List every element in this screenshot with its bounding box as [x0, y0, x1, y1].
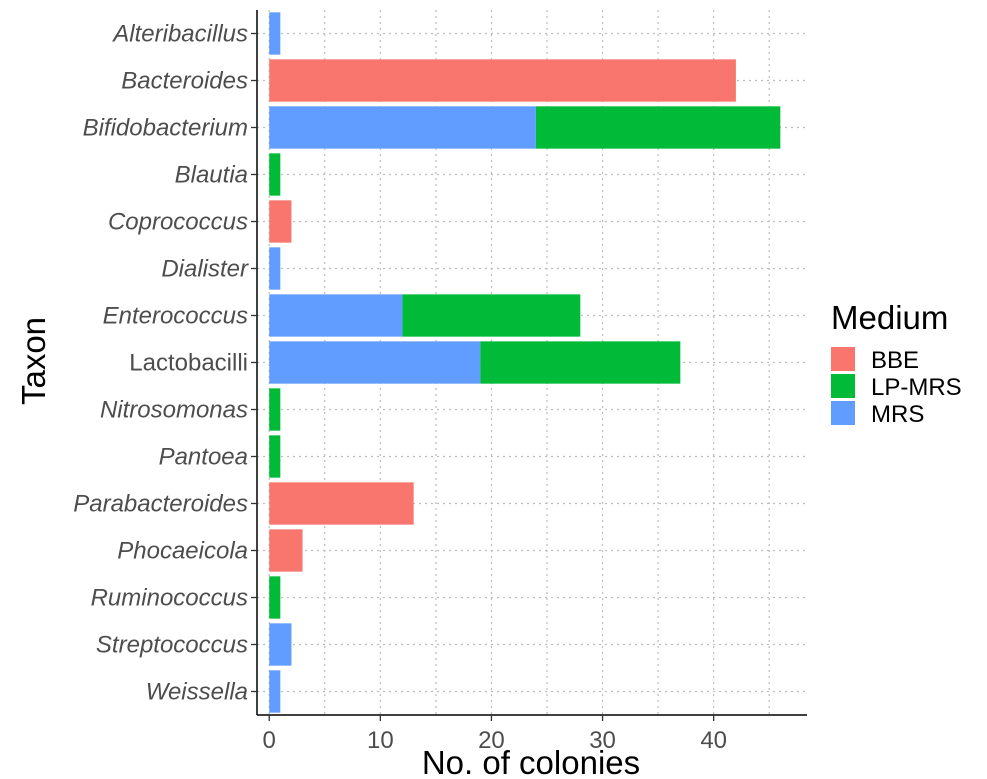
bar-lp-mrs-bifidobacterium [535, 106, 781, 149]
bar-mrs-alteribacillus [269, 12, 281, 55]
y-tick-label: Enterococcus [103, 303, 248, 330]
bar-lp-mrs-enterococcus [402, 294, 581, 337]
y-tick-label: Lactobacilli [129, 350, 248, 377]
bar-bbe-parabacteroides [269, 482, 414, 525]
bar-lp-mrs-blautia [269, 153, 281, 196]
bar-lp-mrs-lactobacilli [480, 341, 681, 384]
axes [251, 10, 807, 721]
legend-label-bbe: BBE [871, 347, 919, 374]
y-tick-label: Nitrosomonas [100, 397, 248, 424]
y-tick-label: Pantoea [159, 444, 248, 471]
y-tick-label: Dialister [161, 256, 249, 283]
bar-mrs-lactobacilli [269, 341, 481, 384]
y-tick-label: Streptococcus [96, 632, 248, 659]
bar-mrs-bifidobacterium [269, 106, 536, 149]
x-tick-label: 30 [589, 727, 616, 754]
bar-lp-mrs-nitrosomonas [269, 388, 281, 431]
x-tick-label: 40 [700, 727, 727, 754]
y-axis-title: Taxon [15, 317, 52, 405]
x-tick-label: 0 [263, 727, 276, 754]
y-tick-label: Blautia [175, 162, 248, 189]
legend-swatch-bbe [831, 347, 855, 371]
bar-mrs-dialister [269, 247, 281, 290]
x-tick-label: 10 [367, 727, 394, 754]
y-tick-label: Bacteroides [121, 68, 248, 95]
bar-mrs-enterococcus [269, 294, 403, 337]
bar-bbe-phocaeicola [269, 529, 303, 572]
bar-mrs-streptococcus [269, 623, 292, 666]
legend-label-lp-mrs: LP-MRS [871, 374, 962, 401]
bar-lp-mrs-pantoea [269, 435, 281, 478]
x-tick-labels: 0 10 20 30 40 [263, 727, 727, 754]
y-tick-label: Parabacteroides [73, 491, 248, 518]
legend-swatch-lp-mrs [831, 374, 855, 398]
bar-bbe-bacteroides [269, 59, 736, 102]
legend-swatch-mrs [831, 401, 855, 425]
y-tick-label: Alteribacillus [111, 21, 248, 48]
y-tick-labels: Alteribacillus Bacteroides Bifidobacterium… [73, 21, 249, 706]
x-axis-title: No. of colonies [422, 744, 640, 779]
bar-bbe-coprococcus [269, 200, 292, 243]
y-tick-label: Phocaeicola [117, 538, 248, 565]
y-tick-label: Bifidobacterium [83, 115, 248, 142]
y-tick-label: Weissella [146, 679, 248, 706]
bar-lp-mrs-ruminococcus [269, 576, 281, 619]
bars [269, 12, 781, 713]
x-tick-label: 20 [478, 727, 505, 754]
legend-title: Medium [831, 299, 948, 336]
y-tick-label: Coprococcus [108, 209, 248, 236]
bar-mrs-weissella [269, 670, 281, 713]
y-tick-label: Ruminococcus [91, 585, 248, 612]
legend-label-mrs: MRS [871, 401, 924, 428]
